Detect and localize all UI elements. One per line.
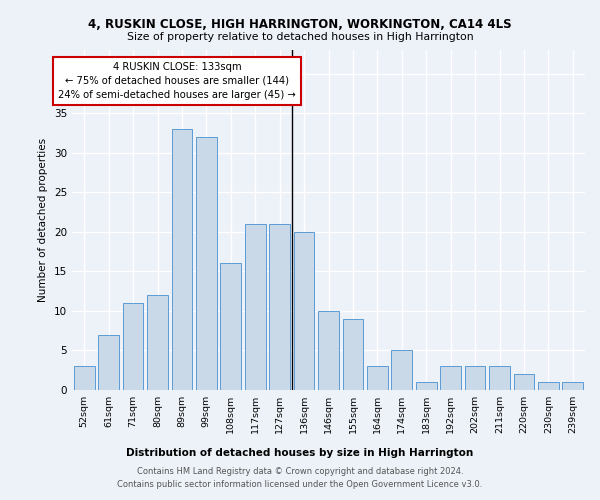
Bar [343,319,364,390]
Text: Size of property relative to detached houses in High Harrington: Size of property relative to detached ho… [127,32,473,42]
Bar [98,334,119,390]
Text: Contains public sector information licensed under the Open Government Licence v3: Contains public sector information licen… [118,480,482,489]
Bar [269,224,290,390]
Bar [172,129,193,390]
Bar [147,295,168,390]
Text: 4, RUSKIN CLOSE, HIGH HARRINGTON, WORKINGTON, CA14 4LS: 4, RUSKIN CLOSE, HIGH HARRINGTON, WORKIN… [88,18,512,30]
Bar [245,224,266,390]
Text: 4 RUSKIN CLOSE: 133sqm
← 75% of detached houses are smaller (144)
24% of semi-de: 4 RUSKIN CLOSE: 133sqm ← 75% of detached… [58,62,296,100]
Text: Contains HM Land Registry data © Crown copyright and database right 2024.: Contains HM Land Registry data © Crown c… [137,467,463,476]
Y-axis label: Number of detached properties: Number of detached properties [38,138,49,302]
Bar [122,303,143,390]
Bar [74,366,95,390]
Bar [367,366,388,390]
Bar [318,311,339,390]
Bar [562,382,583,390]
Bar [220,264,241,390]
Bar [464,366,485,390]
Bar [440,366,461,390]
Bar [514,374,535,390]
Bar [196,137,217,390]
Bar [489,366,510,390]
Bar [538,382,559,390]
Bar [391,350,412,390]
Bar [416,382,437,390]
Bar [293,232,314,390]
Text: Distribution of detached houses by size in High Harrington: Distribution of detached houses by size … [127,448,473,458]
